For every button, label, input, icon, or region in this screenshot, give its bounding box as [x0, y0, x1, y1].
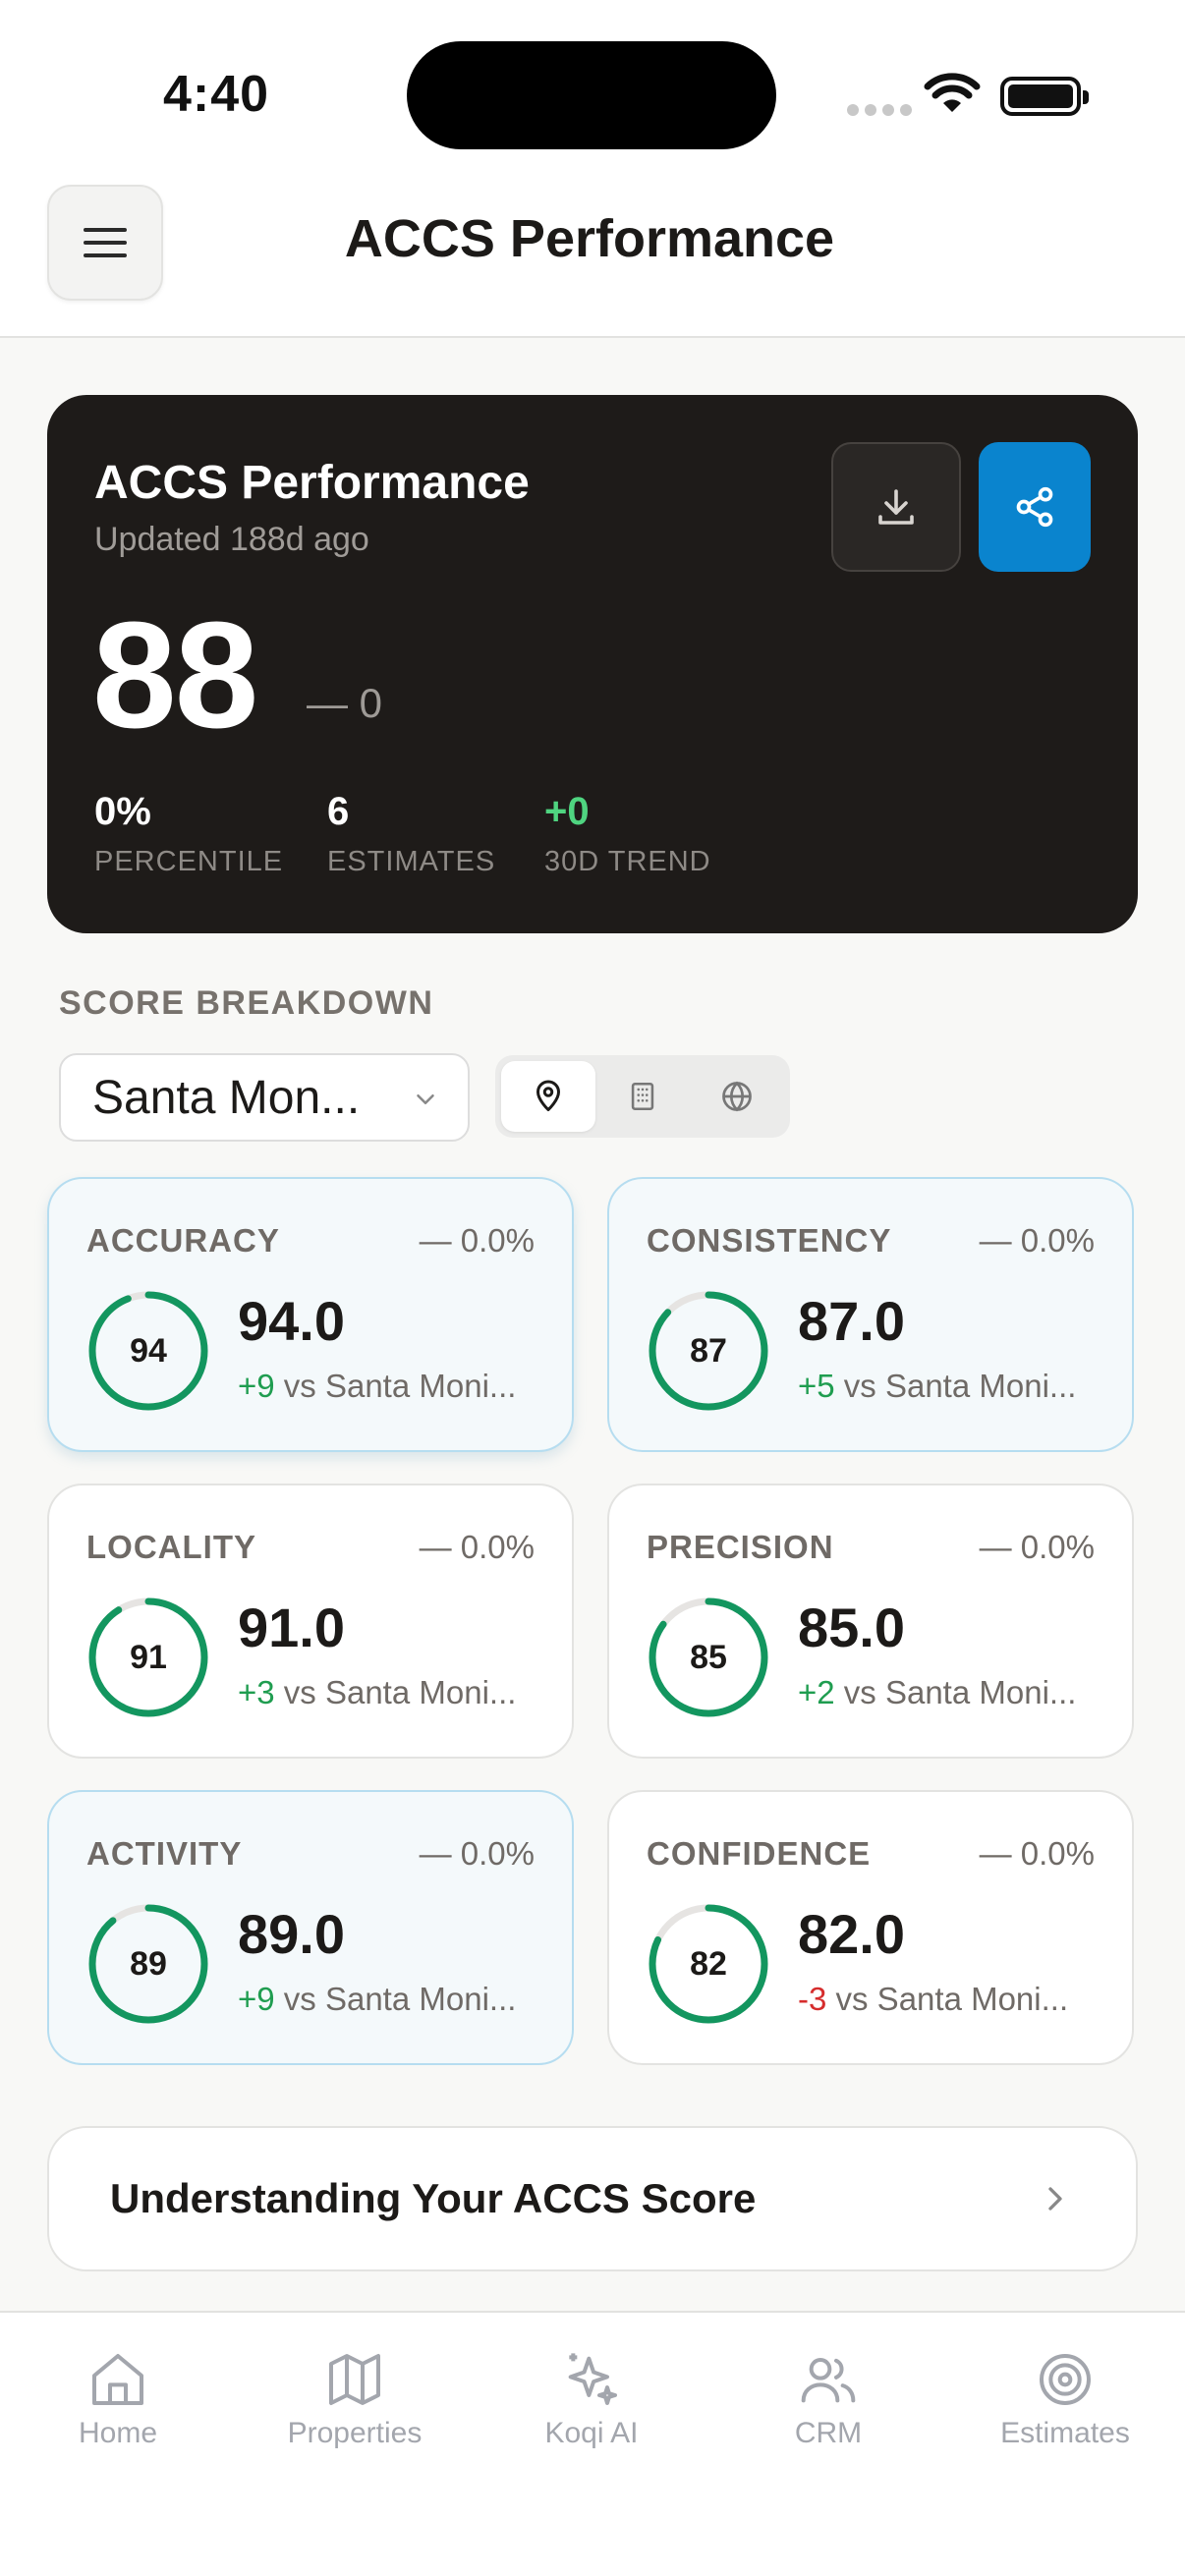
ring-progress: [88, 1904, 208, 2024]
section-label-score-breakdown: SCORE BREAKDOWN: [59, 984, 434, 1022]
tab-properties[interactable]: Properties: [256, 2348, 453, 2450]
cellular-signal-icon: [847, 104, 912, 116]
download-icon: [878, 489, 914, 525]
hamburger-icon: [84, 228, 127, 232]
tab-koqi-ai[interactable]: Koqi AI: [493, 2348, 690, 2450]
tab-home[interactable]: Home: [20, 2348, 216, 2450]
menu-button[interactable]: [47, 185, 163, 301]
score-ring: [88, 1597, 208, 1717]
stat-percentile: 0% PERCENTILE: [94, 790, 284, 877]
chevron-right-icon: [1048, 2187, 1062, 2211]
score-ring: [649, 1291, 768, 1411]
map-icon: [329, 2354, 380, 2405]
stat-estimates: 6 ESTIMATES: [327, 790, 496, 877]
metric-card-precision[interactable]: PRECISION — 0.0% 85 85.0 +2 vs Santa Mon…: [607, 1484, 1134, 1759]
tab-estimates[interactable]: Estimates: [967, 2348, 1163, 2450]
ring-progress: [88, 1291, 208, 1411]
share-button[interactable]: [979, 442, 1091, 572]
updated-timestamp: Updated 188d ago: [94, 521, 369, 558]
score-ring: [88, 1291, 208, 1411]
metric-card-confidence[interactable]: CONFIDENCE — 0.0% 82 82.0 -3 vs Santa Mo…: [607, 1790, 1134, 2065]
score-ring: [649, 1904, 768, 2024]
metric-card-consistency[interactable]: CONSISTENCY — 0.0% 87 87.0 +5 vs Santa M…: [607, 1177, 1134, 1452]
app-header: ACCS Performance: [0, 177, 1185, 338]
scope-segmented-control: [495, 1055, 790, 1138]
scope-office-button[interactable]: [595, 1061, 690, 1132]
metric-card-activity[interactable]: ACTIVITY — 0.0% 89 89.0 +9 vs Santa Moni…: [47, 1790, 574, 2065]
score-delta: — 0: [307, 680, 383, 726]
ring-progress: [649, 1291, 768, 1411]
stat-trend: +0 30D TREND: [544, 790, 711, 877]
metric-card-accuracy[interactable]: ACCURACY — 0.0% 94 94.0 +9 vs Santa Moni…: [47, 1177, 574, 1452]
understanding-score-link[interactable]: Understanding Your ACCS Score: [47, 2126, 1138, 2271]
share-icon: [1016, 486, 1053, 528]
home-icon: [92, 2354, 143, 2405]
status-time: 4:40: [163, 66, 270, 123]
scope-global-button[interactable]: [690, 1061, 784, 1132]
target-icon: [1040, 2354, 1091, 2405]
area-select-value: Santa Mon...: [92, 1071, 361, 1124]
dynamic-island: [407, 41, 776, 149]
score-ring: [649, 1597, 768, 1717]
performance-summary-card: ACCS Performance Updated 188d ago 88 — 0…: [47, 395, 1138, 933]
globe-icon: [722, 1081, 752, 1112]
download-button[interactable]: [831, 442, 961, 572]
ring-progress: [649, 1904, 768, 2024]
tab-crm[interactable]: CRM: [730, 2348, 927, 2450]
chevron-down-icon: [417, 1094, 434, 1104]
users-icon: [801, 2358, 856, 2403]
metric-card-locality[interactable]: LOCALITY — 0.0% 91 91.0 +3 vs Santa Moni…: [47, 1484, 574, 1759]
summary-title: ACCS Performance: [94, 457, 530, 509]
bottom-tab-bar: Home Properties Koqi AI CRM Estimates: [0, 2311, 1185, 2576]
overall-score: 88: [92, 590, 258, 759]
ring-progress: [649, 1597, 768, 1717]
building-icon: [631, 1082, 654, 1111]
score-ring: [88, 1904, 208, 2024]
wifi-icon: [924, 73, 981, 112]
status-bar: 4:40: [0, 0, 1185, 177]
area-select[interactable]: Santa Mon...: [59, 1053, 470, 1142]
pin-icon: [536, 1080, 560, 1111]
ring-progress: [88, 1597, 208, 1717]
sparkles-icon: [568, 2353, 617, 2405]
scope-local-button[interactable]: [501, 1061, 595, 1132]
battery-icon: [1000, 77, 1089, 116]
page-title: ACCS Performance: [344, 209, 835, 268]
